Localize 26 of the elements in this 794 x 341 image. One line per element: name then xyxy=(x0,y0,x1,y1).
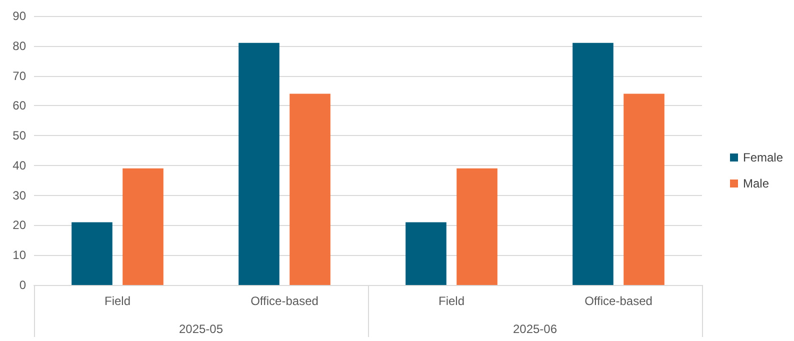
x-tick-label: Field xyxy=(104,294,131,308)
legend-label: Female xyxy=(742,150,784,164)
y-tick-label: 80 xyxy=(12,38,26,53)
bar xyxy=(72,222,112,285)
legend-label: Male xyxy=(742,176,770,190)
y-tick-label: 30 xyxy=(12,188,26,202)
y-tick-label: 10 xyxy=(12,248,26,262)
x-tick-label: Office-based xyxy=(584,294,652,308)
x-tick-label: Office-based xyxy=(250,294,318,308)
bar xyxy=(406,222,446,285)
y-tick-label: 20 xyxy=(12,218,26,232)
y-tick-label: 50 xyxy=(12,128,26,143)
bar xyxy=(122,168,164,285)
x-tick-label: Field xyxy=(438,294,465,308)
y-tick-label: 0 xyxy=(19,278,26,292)
y-tick-label: 70 xyxy=(12,68,26,83)
text: 2025-05 xyxy=(178,322,224,336)
y-tick-label: 90 xyxy=(12,9,26,23)
y-tick-label: 40 xyxy=(12,158,26,172)
bar xyxy=(572,42,614,285)
bar xyxy=(238,42,280,285)
bar xyxy=(456,168,498,285)
bar xyxy=(290,94,330,285)
y-tick-label: 60 xyxy=(12,98,26,113)
text: 2025-06 xyxy=(512,322,558,336)
bar xyxy=(624,94,664,285)
